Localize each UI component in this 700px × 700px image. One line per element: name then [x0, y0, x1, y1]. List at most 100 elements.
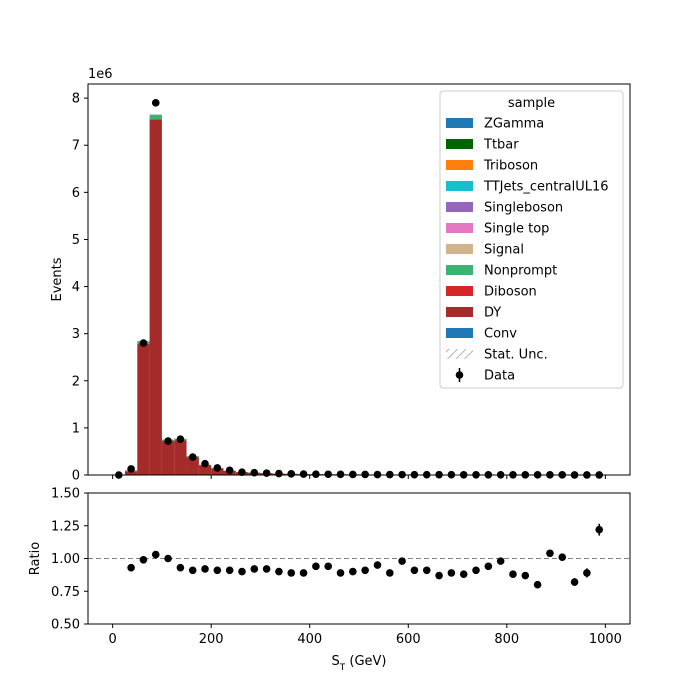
data-point: [312, 470, 320, 478]
data-point: [361, 470, 369, 479]
ratio-point: [361, 566, 369, 575]
ratio-points: [127, 523, 604, 589]
ratio-point: [570, 578, 579, 586]
ratio-point: [312, 562, 320, 571]
ratio-y-tick-label: 1.50: [51, 487, 80, 502]
legend-entry: Stat. Unc.: [446, 348, 548, 363]
ratio-point: [447, 569, 456, 577]
legend: sample ZGamma Ttbar Triboson TTJets_centralU…: [439, 90, 624, 389]
bar: [186, 457, 199, 475]
legend-label: Signal: [484, 243, 524, 258]
ratio-point: [201, 565, 209, 573]
ratio-point: [287, 569, 296, 577]
bar: [137, 344, 150, 475]
ratio-point: [521, 571, 530, 580]
legend-entry: Diboson: [446, 285, 537, 300]
ratio-point: [238, 567, 246, 576]
ratio-point: [435, 571, 443, 580]
ratio-y-tick-label: 0.75: [51, 585, 80, 600]
data-point: [188, 453, 197, 461]
bar: [149, 119, 162, 475]
ratio-point: [398, 557, 406, 565]
bar: [124, 471, 138, 475]
x-tick-label: 600: [396, 632, 421, 647]
y-tick-label: 8: [72, 92, 80, 107]
x-tick-label: 200: [199, 632, 224, 647]
ratio-point: [546, 549, 554, 558]
ratio-y-tick-label: 0.50: [51, 618, 80, 633]
data-point: [238, 468, 246, 476]
x-axis-label-main: S: [331, 654, 339, 669]
ratio-y-axis-label: Ratio: [28, 542, 43, 575]
legend-swatch: [446, 139, 473, 149]
series-nonprompt: [124, 114, 396, 475]
data-point: [349, 470, 357, 479]
legend-swatch: [446, 244, 473, 254]
y-axis-label: Events: [50, 257, 65, 301]
data-point: [127, 465, 135, 473]
legend-label: DY: [484, 306, 501, 321]
bar: [174, 440, 187, 475]
ratio-point: [496, 557, 505, 565]
data-point: [176, 435, 185, 443]
data-point: [287, 470, 296, 478]
ratio-point: [533, 580, 542, 589]
ratio-point: [250, 565, 259, 573]
data-point: [324, 470, 333, 479]
legend-entry: Nonprompt: [446, 264, 557, 279]
legend-entry: Signal: [446, 243, 524, 258]
y-tick-label: 6: [72, 186, 80, 201]
legend-label: Single top: [484, 222, 549, 237]
ratio-panel: 0.50 0.75 1.00 1.25 1.50 Ratio 0 200 400 600 800 10…: [28, 487, 631, 673]
legend-entry: DY: [446, 306, 501, 321]
ratio-point: [385, 569, 394, 577]
legend-label: Singleboson: [484, 201, 563, 216]
legend-swatch: [446, 286, 473, 296]
y-tick-label: 1: [72, 421, 80, 436]
main-panel: 0 1 2 3 4 5 6 7 8 1e6 Events: [50, 67, 631, 484]
y-tick-label: 2: [72, 374, 80, 389]
bar: [198, 465, 212, 475]
ratio-point: [176, 563, 185, 572]
ratio-point: [324, 562, 333, 571]
legend-swatch: [446, 202, 473, 212]
bar: [161, 441, 175, 475]
data-point: [336, 470, 345, 479]
main-axes-frame: [87, 83, 631, 476]
legend-entry: Data: [455, 368, 515, 384]
legend-entry: TTJets_centralUL16: [446, 180, 609, 195]
x-axis-label-subscript: T: [339, 663, 346, 673]
legend-entry: Conv: [446, 327, 517, 342]
x-tick-label: 800: [494, 632, 519, 647]
legend-swatch: [446, 265, 473, 275]
legend-entry: ZGamma: [446, 117, 544, 132]
legend-label: Stat. Unc.: [484, 348, 548, 363]
legend-entry: Singleboson: [446, 201, 563, 216]
ratio-point: [484, 562, 493, 571]
legend-swatch: [446, 349, 473, 359]
y-tick-label: 4: [72, 280, 80, 295]
legend-entry: Ttbar: [446, 138, 519, 153]
legend-label: Data: [484, 369, 515, 384]
ratio-point: [583, 569, 591, 577]
ratio-point: [164, 554, 172, 563]
ratio-point: [262, 565, 271, 573]
ratio-point: [336, 569, 345, 577]
legend-label: ZGamma: [484, 117, 544, 132]
y-tick-label: 3: [72, 327, 80, 342]
legend-label: Diboson: [484, 285, 537, 300]
legend-entry: Single top: [446, 222, 549, 237]
x-tick-label: 0: [108, 632, 116, 647]
ratio-point: [558, 553, 567, 561]
ratio-point: [275, 567, 283, 576]
ratio-point: [422, 566, 431, 575]
ratio-point: [299, 569, 308, 577]
legend-swatch: [446, 118, 473, 128]
ratio-point: [139, 556, 148, 564]
data-point: [213, 464, 222, 472]
ratio-point: [127, 563, 135, 572]
legend-entry: Triboson: [446, 159, 538, 174]
y-tick-label: 0: [72, 469, 80, 484]
data-point: [299, 470, 308, 478]
ratio-point: [151, 550, 160, 559]
